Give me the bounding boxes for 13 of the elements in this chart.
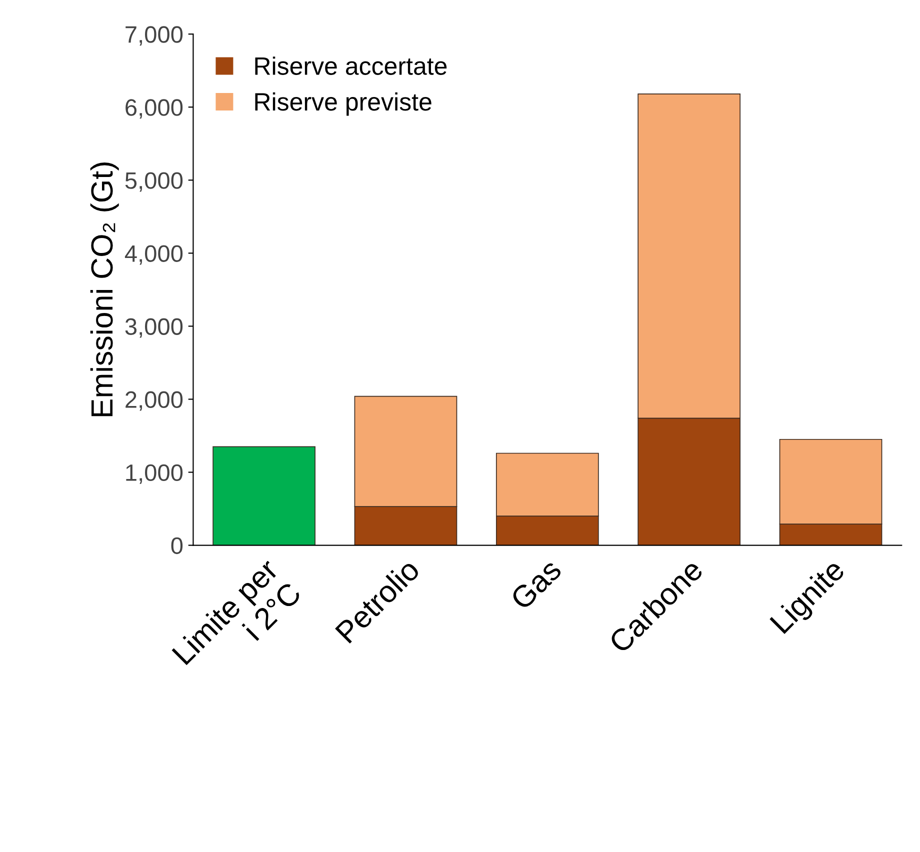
y-tick-label: 4,000 <box>124 245 183 265</box>
bar <box>212 446 316 546</box>
legend-label: Riserve previste <box>255 92 432 116</box>
y-tick-label: 3,000 <box>125 318 183 338</box>
legend-label: Riserve accertate <box>255 56 447 75</box>
y-tick-label: 6,000 <box>126 99 183 119</box>
y-tick-label: 1,000 <box>126 464 183 484</box>
y-tick-label: 7,000 <box>126 26 183 46</box>
y-tick-label: 0 <box>171 537 183 554</box>
y-axis-title: Emissioni CO₂ (Gt) <box>90 162 119 416</box>
x-tick-label: Gas <box>509 558 562 611</box>
y-tick-label: 2,000 <box>126 391 183 411</box>
y-tick-label: 5,000 <box>125 172 183 192</box>
